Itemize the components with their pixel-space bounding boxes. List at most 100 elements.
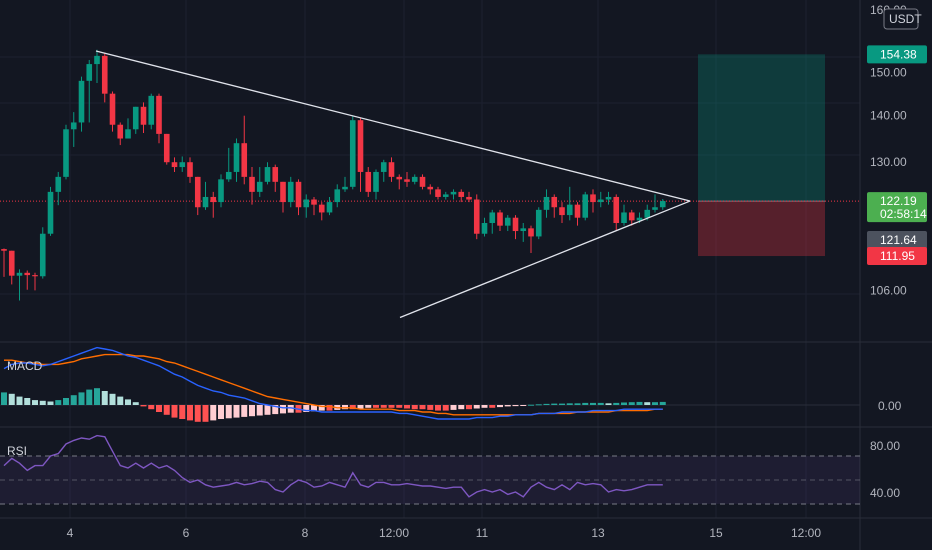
candle-body[interactable] bbox=[365, 171, 372, 192]
candle-body[interactable] bbox=[427, 186, 434, 190]
candle-body[interactable] bbox=[559, 207, 565, 216]
candle-body[interactable] bbox=[86, 64, 93, 81]
position-stop-zone[interactable] bbox=[698, 201, 825, 257]
candle-body[interactable] bbox=[388, 162, 395, 177]
candle-body[interactable] bbox=[8, 250, 15, 276]
candle-body[interactable] bbox=[287, 181, 294, 203]
candle-body[interactable] bbox=[280, 181, 286, 203]
candle-body[interactable] bbox=[295, 181, 302, 208]
candle-body[interactable] bbox=[202, 196, 209, 208]
candle-body[interactable] bbox=[512, 217, 519, 232]
candle-body[interactable] bbox=[481, 223, 488, 234]
candle-body[interactable] bbox=[78, 80, 85, 123]
candle-body[interactable] bbox=[644, 209, 651, 218]
candle-body[interactable] bbox=[218, 179, 224, 203]
candle-body[interactable] bbox=[249, 176, 255, 192]
candle-body[interactable] bbox=[404, 179, 410, 182]
candle-body[interactable] bbox=[55, 176, 62, 192]
candle-body[interactable] bbox=[520, 228, 527, 232]
price-tick-label: 106.00 bbox=[870, 283, 907, 297]
candle-body[interactable] bbox=[628, 212, 635, 221]
candle-body[interactable] bbox=[659, 201, 666, 208]
candle-body[interactable] bbox=[504, 217, 511, 226]
lower-trendline[interactable] bbox=[399, 200, 691, 319]
macd-histogram-bar bbox=[442, 405, 449, 411]
position-target-zone[interactable] bbox=[698, 54, 825, 202]
candle-body[interactable] bbox=[32, 275, 38, 277]
candle-body[interactable] bbox=[156, 95, 162, 134]
candle-body[interactable] bbox=[473, 199, 480, 234]
candle-body[interactable] bbox=[419, 176, 426, 187]
candle-body[interactable] bbox=[70, 122, 77, 130]
candle-body[interactable] bbox=[373, 171, 379, 192]
macd-histogram-bar bbox=[202, 405, 209, 422]
candle-body[interactable] bbox=[264, 167, 271, 182]
candle-body[interactable] bbox=[318, 204, 325, 213]
candle-body[interactable] bbox=[489, 212, 496, 224]
candle-body[interactable] bbox=[574, 204, 581, 218]
candle-body[interactable] bbox=[256, 181, 263, 192]
candle-body[interactable] bbox=[225, 171, 232, 180]
candle-body[interactable] bbox=[551, 196, 558, 208]
candle-body[interactable] bbox=[450, 191, 457, 195]
candle-body[interactable] bbox=[566, 204, 573, 216]
candle-body[interactable] bbox=[194, 176, 201, 208]
candle-body[interactable] bbox=[47, 191, 54, 234]
macd-histogram-bar bbox=[171, 405, 178, 418]
candle-body[interactable] bbox=[109, 93, 116, 125]
candle-body[interactable] bbox=[187, 162, 193, 177]
candle-body[interactable] bbox=[24, 272, 31, 276]
candle-body[interactable] bbox=[435, 189, 441, 197]
candle-body[interactable] bbox=[148, 95, 155, 125]
candle-body[interactable] bbox=[272, 167, 279, 182]
candle-body[interactable] bbox=[652, 207, 658, 210]
candle-body[interactable] bbox=[171, 162, 178, 168]
candle-body[interactable] bbox=[466, 196, 472, 200]
candle-body[interactable] bbox=[380, 162, 387, 172]
candle-body[interactable] bbox=[132, 106, 139, 130]
candle-body[interactable] bbox=[597, 199, 604, 203]
macd-histogram-bar bbox=[39, 400, 46, 405]
candle-body[interactable] bbox=[233, 143, 240, 172]
candle-body[interactable] bbox=[535, 209, 542, 237]
macd-histogram-bar bbox=[8, 393, 15, 405]
candle-body[interactable] bbox=[39, 233, 46, 277]
candle-body[interactable] bbox=[342, 186, 348, 190]
candle-body[interactable] bbox=[613, 196, 620, 224]
candle-body[interactable] bbox=[442, 194, 449, 197]
candle-body[interactable] bbox=[357, 120, 364, 172]
candle-body[interactable] bbox=[94, 55, 100, 65]
candle-body[interactable] bbox=[458, 191, 465, 197]
candle-body[interactable] bbox=[326, 202, 333, 213]
candle-body[interactable] bbox=[334, 189, 341, 203]
candle-body[interactable] bbox=[311, 199, 317, 205]
macd-histogram-bar bbox=[78, 392, 85, 405]
candle-body[interactable] bbox=[528, 228, 534, 237]
candle-body[interactable] bbox=[163, 133, 170, 163]
candle-body[interactable] bbox=[241, 143, 248, 177]
candle-body[interactable] bbox=[349, 120, 356, 187]
candle-body[interactable] bbox=[543, 196, 550, 210]
candle-body[interactable] bbox=[117, 124, 124, 139]
candle-body[interactable] bbox=[636, 217, 643, 221]
candle-body[interactable] bbox=[411, 176, 418, 182]
price-label-value: 122.19 bbox=[880, 194, 917, 208]
candle-body[interactable] bbox=[125, 129, 131, 139]
candle-body[interactable] bbox=[179, 162, 186, 168]
candle-body[interactable] bbox=[497, 212, 503, 226]
candle-body[interactable] bbox=[1, 249, 7, 251]
candle-body[interactable] bbox=[605, 196, 612, 200]
quote-currency-badge[interactable] bbox=[883, 8, 919, 30]
candle-body[interactable] bbox=[621, 212, 627, 224]
candle-body[interactable] bbox=[16, 272, 23, 276]
candle-body[interactable] bbox=[63, 129, 69, 177]
candle-body[interactable] bbox=[582, 194, 589, 218]
candle-body[interactable] bbox=[101, 55, 108, 94]
candle-body[interactable] bbox=[210, 196, 217, 203]
candle-body[interactable] bbox=[590, 194, 596, 203]
upper-trendline[interactable] bbox=[95, 50, 691, 202]
candle-body[interactable] bbox=[303, 199, 310, 208]
candle-body[interactable] bbox=[396, 176, 403, 180]
candle-body[interactable] bbox=[140, 106, 147, 125]
